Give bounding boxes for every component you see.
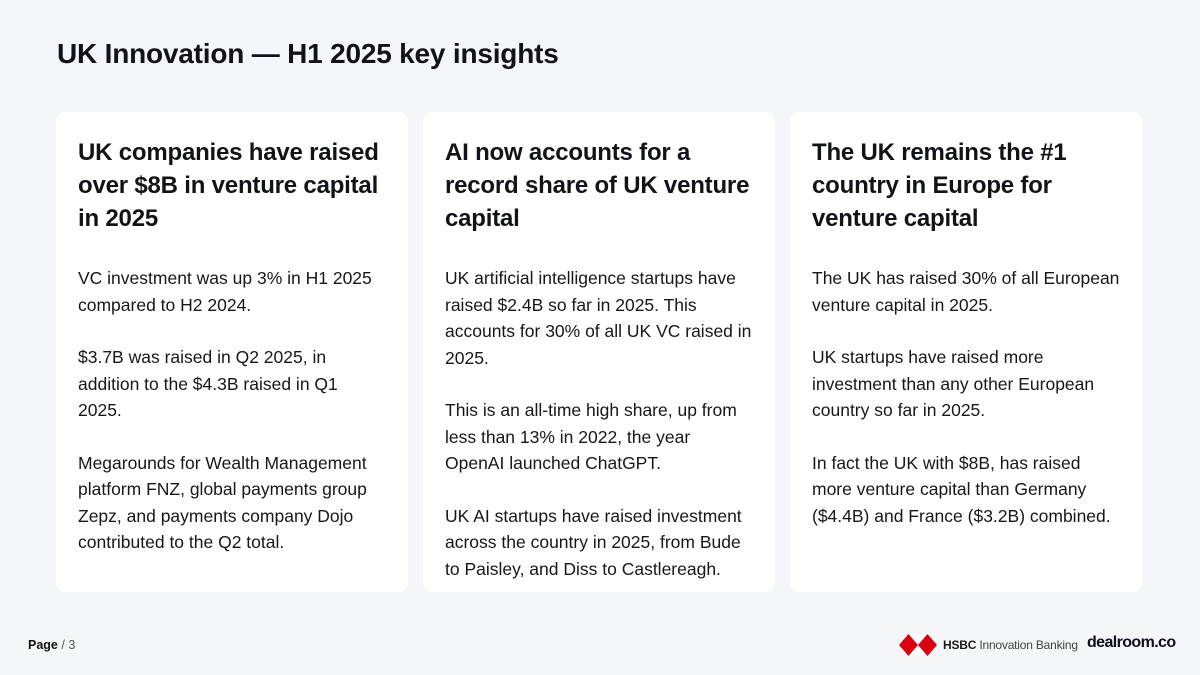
insight-card-vc-raised: UK companies have raised over $8B in ven…	[56, 112, 408, 592]
hsbc-innovation-banking-logo: HSBC Innovation Banking	[899, 634, 1078, 656]
card-heading: AI now accounts for a record share of UK…	[445, 139, 750, 232]
card-paragraph: VC investment was up 3% in H1 2025 compa…	[78, 268, 372, 315]
card-paragraph: UK startups have raised more investment …	[812, 347, 1095, 420]
hsbc-subtitle: Innovation Banking	[979, 638, 1078, 652]
card-paragraph: UK AI startups have raised investment ac…	[445, 505, 742, 579]
card-paragraph: Megarounds for Wealth Management platfor…	[78, 452, 367, 553]
card-heading: The UK remains the #1 country in Europe …	[812, 139, 1067, 232]
insight-card-europe-rank: The UK remains the #1 country in Europe …	[790, 112, 1142, 592]
page-title: UK Innovation — H1 2025 key insights	[57, 38, 559, 69]
page-indicator: Page / 3	[28, 638, 75, 652]
page-number: / 3	[61, 638, 76, 652]
hsbc-hexagon-icon	[899, 634, 937, 656]
hsbc-name: HSBC	[943, 638, 977, 652]
card-heading: UK companies have raised over $8B in ven…	[78, 139, 379, 232]
card-paragraph: This is an all-time high share, up from …	[445, 400, 737, 473]
insight-cards: UK companies have raised over $8B in ven…	[56, 112, 1142, 592]
card-paragraph: $3.7B was raised in Q2 2025, in addition…	[78, 347, 338, 420]
insight-card-ai-share: AI now accounts for a record share of UK…	[423, 112, 775, 592]
card-paragraph: The UK has raised 30% of all European ve…	[812, 268, 1120, 315]
card-paragraph: UK artificial intelligence startups have…	[445, 268, 752, 368]
dealroom-logo: dealroom.co	[1087, 634, 1176, 651]
card-paragraph: In fact the UK with $8B, has raised more…	[812, 452, 1111, 526]
page-label: Page	[28, 638, 58, 652]
